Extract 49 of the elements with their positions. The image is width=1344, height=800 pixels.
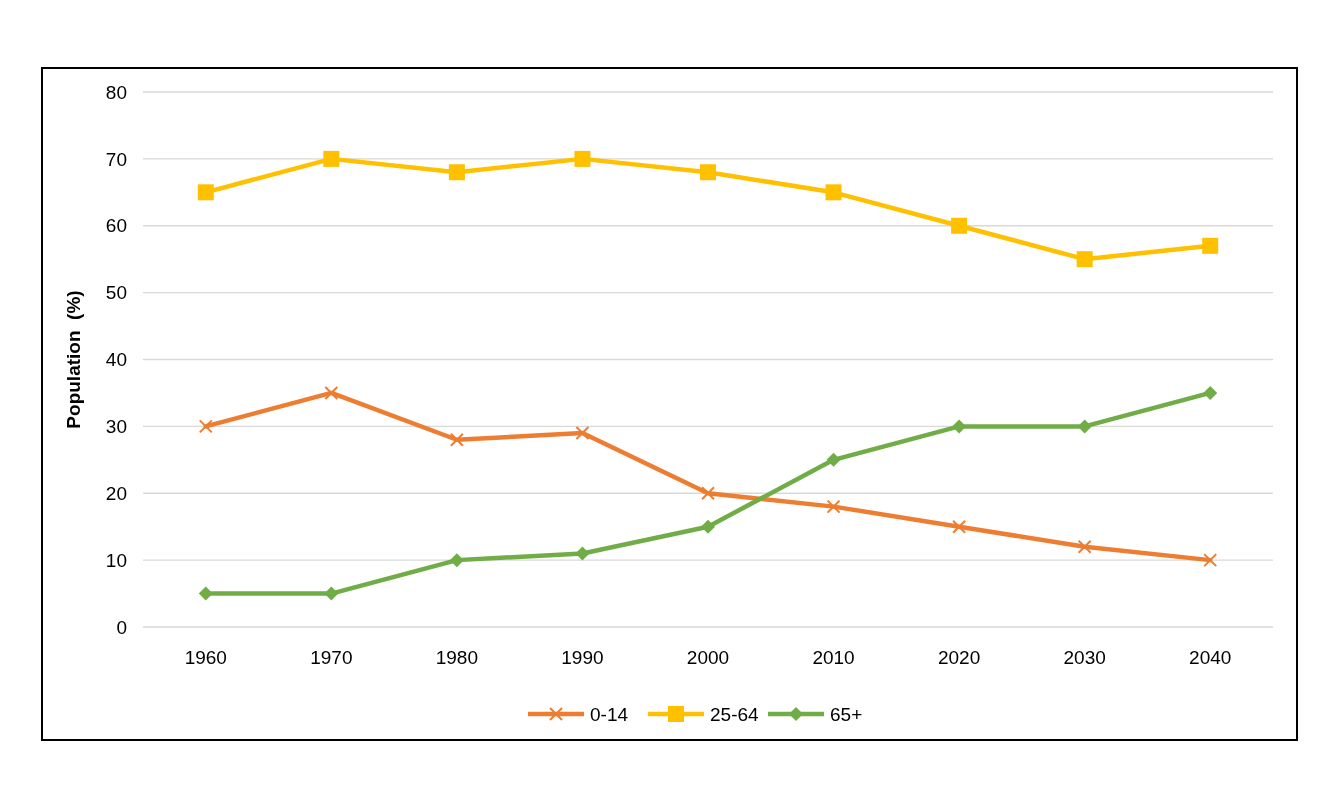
point — [448, 164, 465, 181]
x-tick-label: 1990 — [561, 647, 604, 668]
y-tick-label: 80 — [105, 81, 127, 103]
y-tick-label: 60 — [105, 215, 127, 237]
point — [574, 150, 591, 167]
y-tick-label: 30 — [105, 416, 127, 438]
y-tick-label: 20 — [105, 482, 127, 504]
y-tick-label: 10 — [105, 549, 127, 571]
point — [449, 432, 464, 447]
point — [952, 519, 967, 534]
point — [1202, 237, 1219, 254]
point — [197, 184, 214, 201]
point — [951, 217, 968, 234]
point — [825, 184, 842, 201]
point — [700, 164, 716, 181]
x-tick-label: 2040 — [1189, 647, 1232, 668]
point — [1203, 553, 1218, 568]
y-tick-label: 70 — [105, 148, 127, 170]
point — [701, 486, 715, 501]
x-tick-label: 2000 — [686, 647, 730, 668]
point — [1077, 539, 1092, 554]
y-axis-title: Population (%) — [63, 290, 84, 429]
point — [826, 452, 841, 467]
legend-label: 25-64 — [710, 703, 760, 725]
x-tick-label: 1980 — [435, 647, 479, 668]
point — [1077, 419, 1092, 434]
x-tick-label: 1970 — [310, 647, 353, 668]
point — [1076, 251, 1093, 268]
point — [575, 546, 590, 561]
point — [826, 499, 841, 514]
point — [324, 385, 339, 400]
point — [701, 519, 715, 534]
x-tick-label: 1960 — [184, 647, 227, 668]
y-tick-label: 0 — [116, 616, 127, 638]
point — [198, 586, 213, 601]
legend-label: 65+ — [830, 703, 863, 725]
x-tick-label: 2030 — [1063, 647, 1106, 668]
y-tick-label: 50 — [105, 282, 127, 304]
point — [323, 150, 340, 167]
x-tick-label: 2010 — [812, 647, 855, 668]
point — [952, 419, 967, 434]
point — [575, 426, 590, 441]
y-tick-label: 40 — [105, 349, 127, 371]
point — [198, 419, 213, 434]
point — [1203, 385, 1218, 400]
point — [449, 553, 464, 568]
point — [324, 586, 339, 601]
x-tick-label: 2020 — [937, 647, 981, 668]
legend-label: 0-14 — [590, 703, 629, 725]
